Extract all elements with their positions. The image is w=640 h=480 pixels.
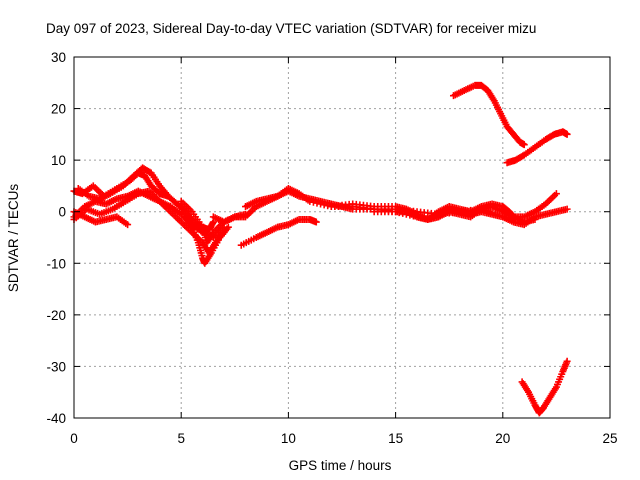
data-point xyxy=(563,130,571,138)
data-point xyxy=(392,208,400,216)
series-track-3 xyxy=(70,187,228,257)
data-point xyxy=(409,212,417,220)
y-tick-label: -20 xyxy=(46,308,66,323)
data-point xyxy=(402,210,410,218)
data-point xyxy=(406,211,414,219)
series-track-9 xyxy=(237,215,320,249)
y-tick-label: -10 xyxy=(46,256,66,271)
y-tick-label: 20 xyxy=(51,102,66,117)
data-point xyxy=(552,190,560,198)
series-track-15 xyxy=(518,357,571,417)
x-tick-label: 25 xyxy=(602,431,617,446)
series-track-4 xyxy=(70,208,132,229)
y-tick-label: -30 xyxy=(46,359,66,374)
y-tick-label: 30 xyxy=(51,50,66,65)
y-axis-ticks: -40 -30 -20 -10 0 10 20 30 xyxy=(46,50,610,426)
data-point xyxy=(164,192,172,200)
y-tick-label: 10 xyxy=(51,153,66,168)
series-track-13 xyxy=(449,81,528,149)
x-axis-label: GPS time / hours xyxy=(289,458,392,473)
data-point xyxy=(395,209,403,217)
data-point xyxy=(312,218,320,226)
chart-title: Day 097 of 2023, Sidereal Day-to-day VTE… xyxy=(46,21,536,36)
data-point xyxy=(520,141,528,149)
x-tick-label: 10 xyxy=(281,431,296,446)
y-tick-label: 0 xyxy=(58,205,66,220)
y-axis-label: SDTVAR / TECUs xyxy=(6,184,21,293)
y-tick-label: -40 xyxy=(46,411,66,426)
series-track-5 xyxy=(74,164,172,203)
data-point xyxy=(563,205,571,213)
data-point xyxy=(563,357,571,365)
x-tick-label: 0 xyxy=(70,431,78,446)
data-point xyxy=(224,223,232,231)
data-points xyxy=(70,81,571,417)
grid xyxy=(74,57,610,418)
data-point xyxy=(399,209,407,217)
plot-frame xyxy=(73,56,611,419)
x-axis-ticks: 0 5 10 15 20 25 xyxy=(70,57,618,446)
data-point xyxy=(124,221,132,229)
series-track-7 xyxy=(181,213,232,267)
series-track-12 xyxy=(370,190,560,223)
x-tick-label: 20 xyxy=(495,431,510,446)
series-track-14 xyxy=(503,128,571,167)
x-tick-label: 15 xyxy=(388,431,403,446)
x-tick-label: 5 xyxy=(177,431,185,446)
